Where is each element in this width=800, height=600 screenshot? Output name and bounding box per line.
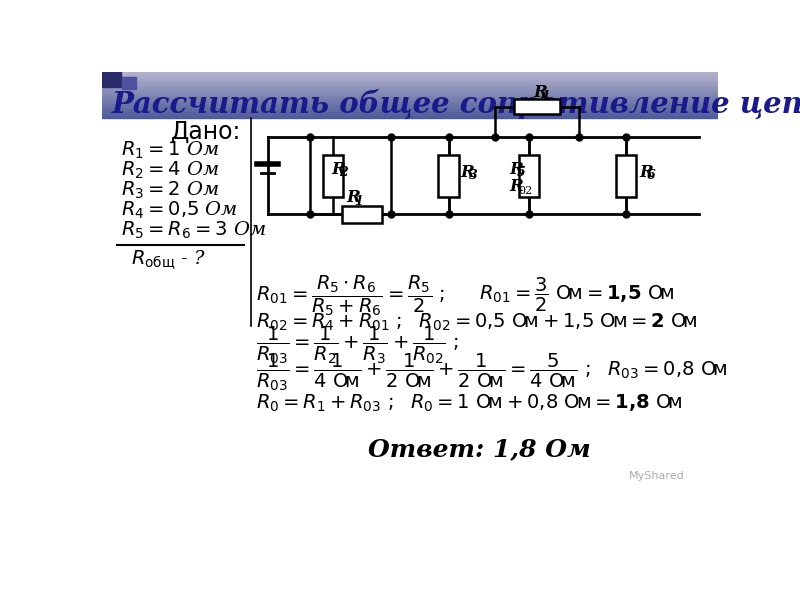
Text: Рассчитать общее сопротивление цепи:: Рассчитать общее сопротивление цепи:: [111, 89, 800, 119]
Bar: [102, 107, 718, 108]
Bar: [102, 97, 718, 98]
Text: Ответ: 1,8 Ом: Ответ: 1,8 Ом: [368, 437, 590, 461]
Bar: [102, 95, 718, 96]
Bar: [102, 81, 718, 82]
Bar: [102, 85, 718, 86]
Text: MyShared: MyShared: [629, 471, 684, 481]
Bar: [102, 87, 718, 88]
Bar: [323, 155, 343, 197]
Bar: [102, 108, 718, 109]
Text: R: R: [331, 161, 346, 178]
Text: $R_{01} = \dfrac{R_5 \cdot R_6}{R_5 + R_6} = \dfrac{R_5}{2}\ ;$: $R_{01} = \dfrac{R_5 \cdot R_6}{R_5 + R_…: [256, 273, 445, 317]
Bar: [102, 92, 718, 93]
Bar: [102, 82, 718, 83]
Bar: [102, 80, 718, 81]
Bar: [102, 116, 718, 117]
Bar: [102, 94, 718, 95]
Bar: [514, 99, 560, 115]
Bar: [102, 79, 718, 80]
Bar: [102, 101, 718, 102]
Bar: [102, 72, 122, 88]
Bar: [102, 74, 718, 76]
Bar: [102, 106, 718, 107]
Bar: [102, 104, 718, 106]
Bar: [102, 113, 718, 115]
Text: $R_5 = R_6 = 3$ Ом: $R_5 = R_6 = 3$ Ом: [122, 220, 266, 241]
Bar: [519, 155, 539, 197]
Text: $R_{01} = \dfrac{3}{2}\ \mathrm{О\!м} = \mathbf{1{,}5}\ \mathrm{О\!м}$: $R_{01} = \dfrac{3}{2}\ \mathrm{О\!м} = …: [479, 276, 674, 314]
Bar: [102, 93, 718, 94]
Text: $\dfrac{1}{R_{03}} = \dfrac{1}{R_2} + \dfrac{1}{R_3} + \dfrac{1}{R_{02}}\ ;$: $\dfrac{1}{R_{03}} = \dfrac{1}{R_2} + \d…: [256, 325, 458, 366]
Text: R: R: [461, 164, 474, 181]
Bar: [102, 91, 718, 92]
Text: $R_{\rm общ}$ - ?: $R_{\rm общ}$ - ?: [131, 249, 206, 272]
Bar: [102, 102, 718, 103]
Bar: [102, 98, 718, 100]
Bar: [102, 112, 718, 113]
Text: R: R: [510, 161, 523, 178]
Text: $R_1 = 1$ Ом: $R_1 = 1$ Ом: [122, 140, 219, 161]
Bar: [102, 88, 718, 89]
Bar: [102, 110, 718, 111]
Bar: [438, 155, 458, 197]
Bar: [342, 206, 382, 223]
Text: 1: 1: [354, 195, 363, 208]
Bar: [102, 111, 718, 112]
Text: 3: 3: [469, 169, 478, 182]
Bar: [102, 96, 718, 97]
Text: $R_0 = R_1 + R_{03}\ ;\ \ R_0 = 1\ \mathrm{О\!м} + 0{,}8\ \mathrm{О\!м} = \mathb: $R_0 = R_1 + R_{03}\ ;\ \ R_0 = 1\ \math…: [256, 392, 682, 414]
Text: R: R: [639, 164, 654, 181]
Bar: [102, 72, 718, 73]
Bar: [615, 155, 636, 197]
Bar: [102, 89, 718, 91]
Bar: [102, 77, 718, 78]
Text: $\dfrac{1}{R_{03}} = \dfrac{1}{4\ \mathrm{О\!м}} + \dfrac{1}{2\ \mathrm{О\!м}} +: $\dfrac{1}{R_{03}} = \dfrac{1}{4\ \mathr…: [256, 352, 727, 393]
Bar: [102, 117, 718, 118]
Text: $R_2 = 4$ Ом: $R_2 = 4$ Ом: [122, 160, 219, 181]
Text: 4: 4: [541, 90, 550, 103]
Bar: [102, 109, 718, 110]
Bar: [102, 100, 718, 101]
Bar: [102, 83, 718, 85]
Text: Дано:: Дано:: [171, 120, 242, 144]
Text: $R_3 = 2$ Ом: $R_3 = 2$ Ом: [122, 180, 219, 201]
Text: R: R: [510, 178, 523, 195]
Text: R: R: [534, 84, 547, 101]
Bar: [102, 86, 718, 87]
Bar: [102, 78, 718, 79]
Text: $R_{02} = R_4 + R_{01}\ ;\ \ R_{02} = 0{,}5\ \mathrm{О\!м} + 1{,}5\ \mathrm{О\!м: $R_{02} = R_4 + R_{01}\ ;\ \ R_{02} = 0{…: [256, 311, 698, 333]
Text: 5: 5: [517, 166, 526, 179]
Text: $R_4 = 0{,}5$ Ом: $R_4 = 0{,}5$ Ом: [122, 200, 238, 221]
Text: 6: 6: [647, 169, 656, 182]
Text: 02: 02: [518, 187, 533, 196]
Bar: [102, 115, 718, 116]
Bar: [102, 73, 718, 74]
Bar: [102, 103, 718, 104]
Bar: [102, 76, 718, 77]
Text: 2: 2: [339, 166, 348, 179]
Text: R: R: [346, 189, 360, 206]
Bar: [122, 77, 136, 89]
